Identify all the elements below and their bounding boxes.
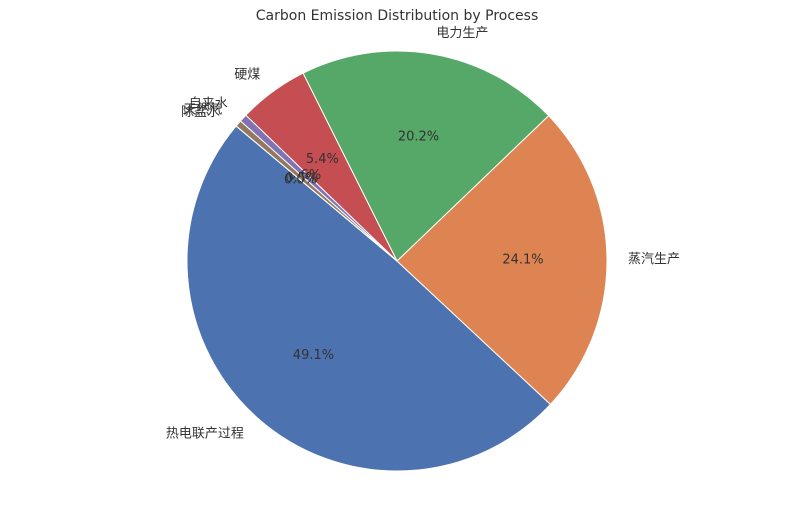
- chart-title: Carbon Emission Distribution by Process: [256, 8, 538, 24]
- pie-slice: [186, 125, 552, 472]
- slice-label: 热电联产过程: [166, 426, 244, 441]
- value-label: 0.0%: [284, 173, 317, 188]
- pie-slice: [396, 114, 608, 406]
- value-label: 49.1%: [293, 348, 334, 363]
- slice-label: 硬煤: [234, 67, 260, 82]
- slice-label: 自来水: [189, 96, 228, 111]
- value-label: 5.4%: [306, 152, 339, 167]
- slice-label: 电力生产: [436, 26, 488, 41]
- value-label: 24.1%: [502, 253, 543, 268]
- slice-label: 天然气: [183, 101, 222, 117]
- value-label: 20.2%: [398, 129, 439, 144]
- slice-label: 蒸汽生产: [628, 252, 680, 267]
- pie-slice: [235, 125, 398, 262]
- slice-label: 除盐水: [181, 105, 220, 120]
- pie-slice: [302, 50, 550, 262]
